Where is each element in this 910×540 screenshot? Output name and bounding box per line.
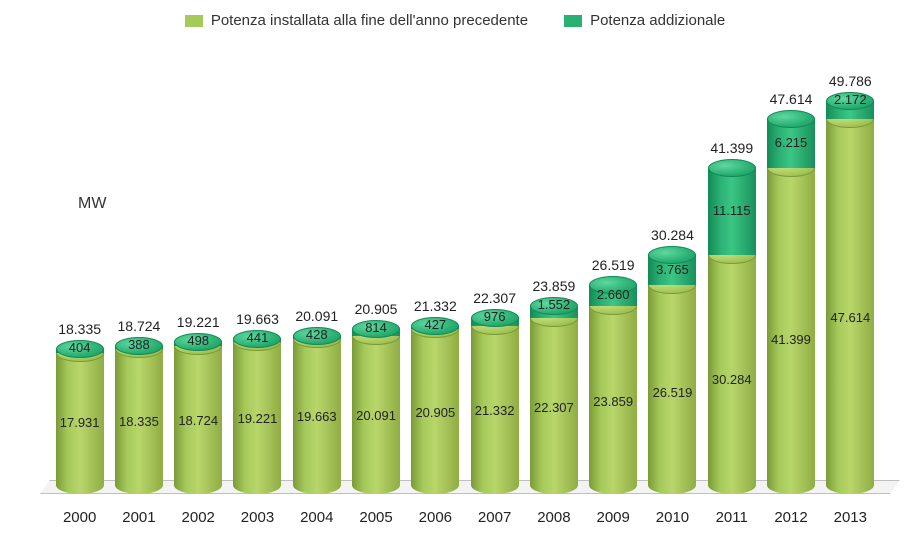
x-axis-tick: 2009 xyxy=(586,509,641,526)
value-label-installed: 21.332 xyxy=(471,403,519,418)
value-label-additional: 2.172 xyxy=(826,92,874,107)
bar-column: 30.28411.11541.399 xyxy=(704,168,759,494)
bar-column: 26.5193.76530.284 xyxy=(645,255,700,494)
value-label-additional: 11.115 xyxy=(708,203,756,218)
bar-cylinder: 41.3996.21547.614 xyxy=(767,119,815,494)
bar-column: 22.3071.55223.859 xyxy=(526,306,581,494)
bar-column: 17.93140418.335 xyxy=(52,349,107,494)
value-label-installed: 19.663 xyxy=(293,409,341,424)
value-label-additional: 428 xyxy=(293,327,341,342)
bar-cylinder: 19.66342820.091 xyxy=(293,336,341,494)
value-label-installed: 26.519 xyxy=(648,385,696,400)
bar-column: 18.33538818.724 xyxy=(111,346,166,494)
value-label-installed: 47.614 xyxy=(826,310,874,325)
value-label-total: 19.663 xyxy=(233,311,281,327)
x-axis-tick: 2011 xyxy=(704,509,759,526)
bar-column: 19.66342820.091 xyxy=(289,336,344,494)
bar-cylinder: 20.90542721.332 xyxy=(411,326,459,494)
value-label-additional: 814 xyxy=(352,320,400,335)
bar-cylinder: 22.3071.55223.859 xyxy=(530,306,578,494)
value-label-installed: 18.335 xyxy=(115,414,163,429)
value-label-total: 18.335 xyxy=(56,321,104,337)
legend-item-additional: Potenza addizionale xyxy=(564,12,725,29)
value-label-additional: 3.765 xyxy=(648,262,696,277)
bar-cylinder: 18.33538818.724 xyxy=(115,346,163,494)
value-label-total: 22.307 xyxy=(471,290,519,306)
value-label-total: 19.221 xyxy=(174,314,222,330)
value-label-additional: 441 xyxy=(233,330,281,345)
x-axis-tick: 2005 xyxy=(348,509,403,526)
value-label-additional: 404 xyxy=(56,340,104,355)
bar-column: 20.09181420.905 xyxy=(348,329,403,494)
x-axis-tick: 2007 xyxy=(467,509,522,526)
chart-plot-area: 17.93140418.33518.33538818.72418.7244981… xyxy=(40,64,890,494)
value-label-additional: 1.552 xyxy=(530,297,578,312)
bar-segment-installed xyxy=(767,168,815,494)
bar-column: 19.22144119.663 xyxy=(230,339,285,494)
legend-swatch-installed xyxy=(185,15,203,27)
value-label-total: 47.614 xyxy=(767,91,815,107)
bar-column: 47.6142.17249.786 xyxy=(823,101,878,494)
bar-cylinder: 19.22144119.663 xyxy=(233,339,281,494)
bar-cylinder: 20.09181420.905 xyxy=(352,329,400,494)
value-label-installed: 20.091 xyxy=(352,408,400,423)
bar-column: 23.8592.66026.519 xyxy=(586,285,641,494)
bar-cylinder: 17.93140418.335 xyxy=(56,349,104,494)
x-axis-tick: 2002 xyxy=(171,509,226,526)
value-label-installed: 17.931 xyxy=(56,415,104,430)
x-axis-tick: 2000 xyxy=(52,509,107,526)
bar-cylinder: 47.6142.17249.786 xyxy=(826,101,874,494)
value-label-installed: 20.905 xyxy=(411,405,459,420)
value-label-installed: 41.399 xyxy=(767,332,815,347)
chart-bars: 17.93140418.33518.33538818.72418.7244981… xyxy=(50,64,880,494)
value-label-installed: 30.284 xyxy=(708,372,756,387)
legend-label-installed: Potenza installata alla fine dell'anno p… xyxy=(211,12,528,29)
x-axis-tick: 2004 xyxy=(289,509,344,526)
value-label-total: 49.786 xyxy=(826,73,874,89)
bar-column: 20.90542721.332 xyxy=(408,326,463,494)
x-axis: 20002001 2002200320042005 200620072008 2009… xyxy=(40,509,890,526)
value-label-total: 18.724 xyxy=(115,318,163,334)
value-label-additional: 388 xyxy=(115,337,163,352)
x-axis-tick: 2006 xyxy=(408,509,463,526)
value-label-additional: 498 xyxy=(174,333,222,348)
value-label-total: 20.905 xyxy=(352,301,400,317)
bar-column: 21.33297622.307 xyxy=(467,318,522,494)
value-label-total: 41.399 xyxy=(708,140,756,156)
value-label-total: 23.859 xyxy=(530,278,578,294)
value-label-additional: 2.660 xyxy=(589,287,637,302)
x-axis-tick: 2013 xyxy=(823,509,878,526)
bar-cylinder: 21.33297622.307 xyxy=(471,318,519,494)
x-axis-tick: 2003 xyxy=(230,509,285,526)
legend-item-installed: Potenza installata alla fine dell'anno p… xyxy=(185,12,528,29)
bar-cylinder: 30.28411.11541.399 xyxy=(708,168,756,494)
value-label-additional: 6.215 xyxy=(767,135,815,150)
value-label-additional: 427 xyxy=(411,317,459,332)
bar-column: 41.3996.21547.614 xyxy=(763,119,818,494)
value-label-total: 21.332 xyxy=(411,298,459,314)
legend-label-additional: Potenza addizionale xyxy=(590,12,725,29)
value-label-installed: 23.859 xyxy=(589,394,637,409)
x-axis-tick: 2008 xyxy=(526,509,581,526)
value-label-additional: 976 xyxy=(471,309,519,324)
value-label-total: 20.091 xyxy=(293,308,341,324)
x-axis-tick: 2001 xyxy=(111,509,166,526)
bar-cylinder: 23.8592.66026.519 xyxy=(589,285,637,494)
value-label-total: 26.519 xyxy=(589,257,637,273)
bar-cylinder: 26.5193.76530.284 xyxy=(648,255,696,494)
bar-column: 18.72449819.221 xyxy=(171,342,226,494)
value-label-installed: 22.307 xyxy=(530,400,578,415)
value-label-installed: 19.221 xyxy=(233,411,281,426)
value-label-total: 30.284 xyxy=(648,227,696,243)
x-axis-tick: 2012 xyxy=(763,509,818,526)
value-label-installed: 18.724 xyxy=(174,413,222,428)
legend-swatch-additional xyxy=(564,15,582,27)
chart-legend: Potenza installata alla fine dell'anno p… xyxy=(0,12,910,29)
bar-segment-installed xyxy=(826,119,874,494)
x-axis-tick: 2010 xyxy=(645,509,700,526)
bar-cylinder: 18.72449819.221 xyxy=(174,342,222,494)
